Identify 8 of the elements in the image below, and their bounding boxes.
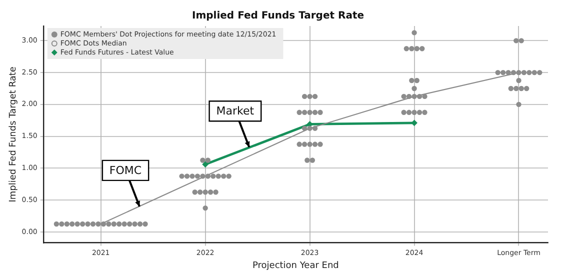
- chart-title: Implied Fed Funds Target Rate: [192, 10, 364, 22]
- point: [412, 120, 417, 126]
- x-axis-title: Projection Year End: [252, 260, 339, 271]
- annotation: Market: [216, 104, 255, 118]
- point: [202, 162, 208, 168]
- y-axis-title: Implied Fed Funds Target Rate: [8, 66, 19, 202]
- point: [307, 122, 312, 127]
- annotation: FOMC: [109, 164, 142, 177]
